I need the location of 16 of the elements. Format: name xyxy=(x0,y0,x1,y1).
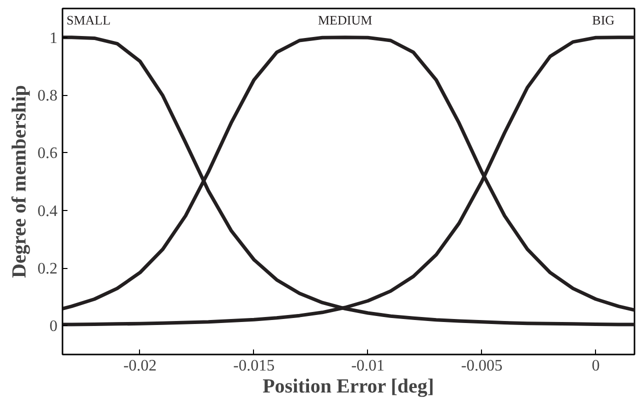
series-label: SMALL xyxy=(66,12,111,28)
x-tick-label: 0 xyxy=(592,358,600,374)
series-label: MEDIUM xyxy=(318,12,373,28)
x-tick-label: -0.02 xyxy=(123,358,157,374)
x-axis-title: Position Error [deg] xyxy=(262,376,434,398)
y-axis-title: Degree of membership xyxy=(8,85,30,278)
x-tick-label: -0.015 xyxy=(233,358,275,374)
y-tick-label: 1 xyxy=(50,30,58,47)
y-tick-label: 0.8 xyxy=(38,88,58,104)
y-tick-label: 0 xyxy=(50,318,58,336)
x-tick-label: -0.005 xyxy=(461,358,502,374)
y-tick-label: 0.6 xyxy=(38,145,58,162)
x-tick-label: -0.01 xyxy=(351,358,385,374)
series-label: BIG xyxy=(592,12,615,28)
y-tick-label: 0.2 xyxy=(38,260,58,278)
y-tick-label: 0.4 xyxy=(38,202,58,220)
